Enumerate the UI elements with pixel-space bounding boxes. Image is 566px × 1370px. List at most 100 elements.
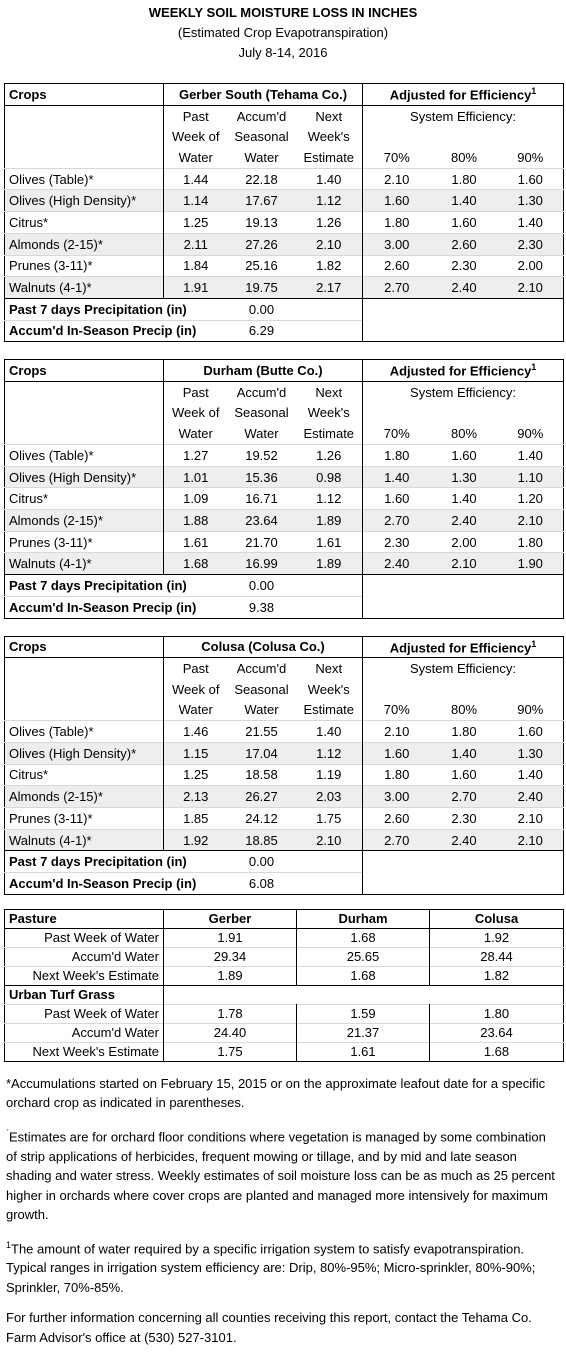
cell: 2.03 — [295, 785, 363, 808]
cell: Past 7 days Precipitation (in) — [4, 850, 228, 873]
cell: 2.40 — [430, 276, 498, 299]
cell: Almonds (2-15)* — [4, 509, 164, 532]
cell: Citrus* — [4, 211, 164, 234]
cell: 1.40 — [430, 189, 498, 212]
cell: Past — [182, 108, 209, 124]
column-header-row: Week of Seasonal Week's — [5, 678, 564, 700]
cell: 1.61 — [163, 530, 228, 553]
cell: Olives (Table)* — [4, 167, 164, 190]
cell: 1.91 — [163, 927, 297, 948]
cell: Olives (High Density)* — [4, 465, 164, 488]
cell: 2.40 — [430, 828, 498, 851]
cell: Gerber South (Tehama Co.) — [163, 83, 364, 106]
cell: 1.85 — [163, 807, 228, 830]
cell: 2.60 — [362, 807, 431, 830]
cell: Estimate — [295, 423, 364, 445]
cell: Next — [295, 381, 364, 403]
cell: Water — [178, 426, 213, 442]
cell: 1.89 — [295, 509, 364, 532]
cell: Prunes (3-11)* — [4, 530, 164, 553]
cell: Seasonal — [234, 405, 289, 421]
cell: 1.15 — [163, 741, 228, 765]
cell: Estimate — [295, 699, 363, 721]
cell: Accum'd Water — [4, 946, 164, 967]
cell: 1.90 — [497, 552, 564, 575]
cell: 1.60 — [430, 444, 498, 467]
cell: Walnuts (4-1)* — [4, 276, 164, 299]
cell: Water — [178, 149, 213, 165]
cell: Colusa (Colusa Co.) — [163, 636, 363, 659]
crop-row: Citrus* 1.09 16.71 1.12 1.60 1.40 1.20 — [4, 487, 564, 510]
footnote-mark: 1 — [531, 638, 537, 649]
cell: Week's — [295, 678, 363, 700]
cell: Past 7 days Precipitation (in) — [4, 297, 228, 321]
cell: System Efficiency: — [410, 384, 516, 400]
cell: 1.12 — [295, 487, 364, 510]
table-body: Crops Colusa (Colusa Co.) Adjusted for Eff… — [4, 636, 564, 895]
cell: 2.60 — [362, 254, 431, 277]
crop-row: Prunes (3-11)* 1.85 24.12 1.75 2.60 2.30 2.10 — [4, 807, 564, 830]
cell: 24.40 — [163, 1022, 297, 1043]
cell: 1.30 — [497, 189, 564, 212]
cell: 1.60 — [497, 167, 564, 190]
crop-row: Walnuts (4-1)* 1.91 19.75 2.17 2.70 2.40 2.10 — [4, 276, 564, 299]
cell: Prunes (3-11)* — [4, 254, 164, 277]
column-header-row: Water Water Estimate 70% 80% 90% — [5, 147, 564, 169]
cell: Walnuts (4-1)* — [4, 552, 164, 575]
cell: 2.40 — [430, 509, 498, 532]
cell: Next — [295, 105, 364, 127]
cell: Olives (Table)* — [4, 444, 164, 467]
cell: Gerber — [163, 909, 297, 929]
cell: Colusa — [429, 909, 564, 929]
cell: 1.60 — [430, 763, 498, 786]
cell: Almonds (2-15)* — [4, 232, 164, 255]
cell: 1.92 — [429, 927, 564, 948]
cell: 2.10 — [497, 828, 564, 851]
cell: 1.88 — [163, 509, 228, 532]
cell: 2.70 — [362, 828, 431, 851]
cell: 21.37 — [296, 1022, 430, 1043]
crop-row: Citrus* 1.25 19.13 1.26 1.80 1.60 1.40 — [4, 211, 564, 234]
cell: 1.68 — [429, 1041, 564, 1062]
crop-row: Almonds (2-15)* 2.11 27.26 2.10 3.00 2.60 2.30 — [4, 232, 564, 255]
column-header-row: Past Accum'd Next System Efficiency: — [4, 105, 564, 169]
cell: 1.80 — [362, 444, 431, 467]
cell: 1.84 — [163, 254, 228, 277]
cell — [295, 574, 364, 597]
precip-row: Accum'd In-Season Precip (in) 6.08 — [4, 872, 564, 895]
date: July 8-14, 2016 — [238, 45, 328, 60]
cell: Adjusted for Efficiency1 — [362, 83, 564, 106]
cell: 2.10 — [497, 509, 564, 532]
header-row: Crops Gerber South (Tehama Co.) Adjusted f… — [4, 83, 564, 106]
cell: 1.14 — [163, 189, 228, 212]
cell: Crops — [4, 359, 164, 382]
cell: 24.12 — [227, 807, 296, 830]
precip-row: Accum'd In-Season Precip (in) 9.38 — [4, 595, 564, 618]
header-row: Crops Durham (Butte Co.) Adjusted for Effi… — [4, 359, 564, 382]
adjusted-label: Adjusted for Efficiency — [389, 87, 532, 103]
notes: *Accumulations started on February 15, 2… — [0, 1074, 566, 1348]
footnote-mark: 1 — [531, 86, 537, 97]
cell: 6.08 — [227, 872, 296, 895]
note-mark: 1 — [6, 1239, 12, 1250]
title: WEEKLY SOIL MOISTURE LOSS IN INCHES — [148, 5, 418, 20]
footnote-mark: 1 — [531, 362, 537, 373]
cell: Olives (High Density)* — [4, 741, 164, 765]
cell: 2.10 — [295, 232, 364, 255]
cell: Water — [244, 426, 279, 442]
cell: Olives (High Density)* — [4, 189, 164, 212]
cell: 1.40 — [497, 763, 564, 786]
cell: Accum'd — [236, 384, 287, 400]
cell: Week's — [295, 402, 364, 424]
cell: 6.29 — [227, 319, 296, 342]
adjusted-label: Adjusted for Efficiency — [389, 640, 532, 655]
cell: 1.20 — [497, 487, 564, 510]
cell: 1.80 — [362, 763, 431, 786]
cell: Pasture — [4, 909, 164, 929]
region-table: Crops Gerber South (Tehama Co.) Adjusted f… — [4, 83, 565, 343]
cell: 1.60 — [497, 720, 564, 743]
cell: 1.40 — [295, 167, 364, 190]
crop-row: Citrus* 1.25 18.58 1.19 1.80 1.60 1.40 — [4, 763, 564, 786]
cell: 90% — [517, 426, 544, 442]
